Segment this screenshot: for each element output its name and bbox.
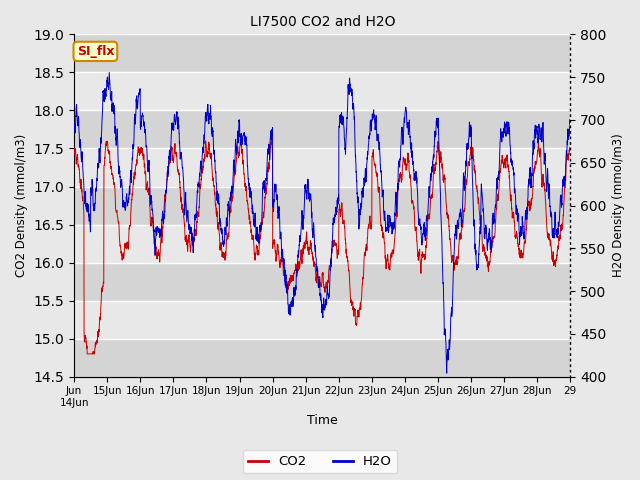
- Bar: [74, 300, 570, 339]
- Bar: [74, 187, 570, 225]
- Bar: [74, 225, 570, 263]
- Y-axis label: H2O Density (mmol/m3): H2O Density (mmol/m3): [612, 133, 625, 277]
- Y-axis label: CO2 Density (mmol/m3): CO2 Density (mmol/m3): [15, 134, 28, 277]
- Legend: CO2, H2O: CO2, H2O: [243, 450, 397, 473]
- X-axis label: Time: Time: [307, 414, 338, 427]
- Title: LI7500 CO2 and H2O: LI7500 CO2 and H2O: [250, 15, 395, 29]
- Bar: [74, 148, 570, 187]
- Bar: [74, 263, 570, 300]
- Bar: [74, 110, 570, 148]
- Bar: [74, 72, 570, 110]
- Text: SI_flx: SI_flx: [77, 45, 114, 58]
- Bar: [74, 339, 570, 377]
- Bar: [74, 35, 570, 72]
